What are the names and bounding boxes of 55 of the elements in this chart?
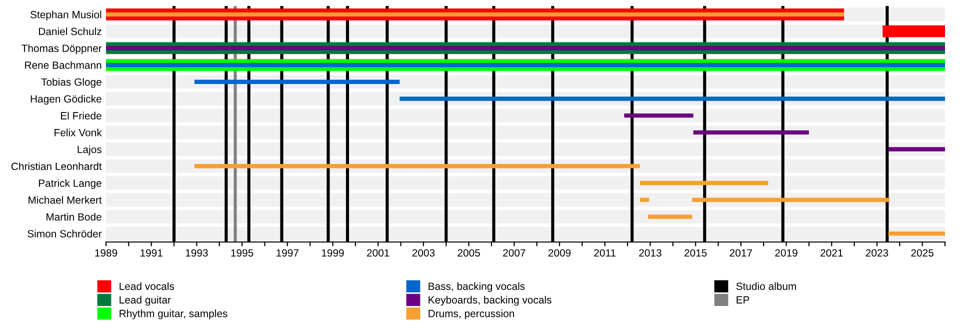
y-tick-label: Stephan Musiol xyxy=(30,10,102,20)
x-tick-label: 2009 xyxy=(548,249,571,257)
y-tick-label: Hagen Gödicke xyxy=(30,94,102,105)
bar xyxy=(888,231,945,236)
bar xyxy=(640,180,768,186)
bar xyxy=(624,113,694,118)
x-tick-label: 1999 xyxy=(322,249,344,257)
legend-label: Drums, percussion xyxy=(428,310,514,320)
legend-label: EP xyxy=(736,296,750,304)
legend-label: Bass, backing vocals xyxy=(428,282,525,292)
y-tick-label: Martin Bode xyxy=(46,212,102,221)
x-tick-label: 1993 xyxy=(186,249,208,257)
x-tick-label: 2023 xyxy=(866,249,888,257)
x-tick-label: 2003 xyxy=(412,249,435,257)
bar xyxy=(106,62,945,68)
legend-label: Rhythm guitar, samples xyxy=(120,310,228,320)
y-tick-label: Christian Leonhardt xyxy=(11,162,102,170)
bar xyxy=(693,130,809,135)
x-tick-label: 2019 xyxy=(775,249,798,257)
x-tick-label: 2015 xyxy=(684,249,707,257)
bar xyxy=(882,25,945,38)
legend-label: Lead guitar xyxy=(120,296,171,306)
y-tick-label: Lajos xyxy=(78,146,102,156)
bar xyxy=(648,214,692,219)
bar xyxy=(640,198,650,202)
y-tick-label: Patrick Lange xyxy=(38,179,102,189)
x-tick-label: 2011 xyxy=(594,249,616,257)
x-tick-label: 2001 xyxy=(367,249,390,257)
y-tick-label: Simon Schröder xyxy=(28,230,102,238)
bar xyxy=(106,46,945,50)
x-tick-label: 2025 xyxy=(911,249,934,257)
x-tick-label: 1991 xyxy=(140,249,162,257)
bar xyxy=(888,147,945,152)
x-tick-label: 2007 xyxy=(503,249,526,257)
y-tick-label: Rene Bachmann xyxy=(25,61,102,69)
y-tick-label: Felix Vonk xyxy=(54,128,102,136)
y-tick-label: Daniel Schulz xyxy=(39,28,102,36)
legend-label: Keyboards, backing vocals xyxy=(428,296,552,306)
bar xyxy=(400,96,945,101)
x-tick-label: 1997 xyxy=(276,249,298,257)
x-tick-label: 2013 xyxy=(639,249,662,257)
y-tick-label: El Friede xyxy=(61,112,102,120)
bar xyxy=(194,164,640,168)
x-tick-label: 1995 xyxy=(231,249,254,257)
legend-label: Studio album xyxy=(736,282,796,290)
bar xyxy=(194,80,400,84)
y-tick-label: Tobias Gloge xyxy=(41,78,102,88)
legend-label: Lead vocals xyxy=(120,282,174,290)
x-tick-label: 2021 xyxy=(820,249,843,257)
x-tick-label: 2017 xyxy=(730,249,752,257)
x-tick-label: 2005 xyxy=(458,249,480,257)
y-tick-label: Thomas Döppner xyxy=(22,44,102,54)
x-tick-label: 1989 xyxy=(95,249,118,257)
bar xyxy=(692,198,890,202)
y-tick-label: Michael Merkert xyxy=(28,196,102,204)
